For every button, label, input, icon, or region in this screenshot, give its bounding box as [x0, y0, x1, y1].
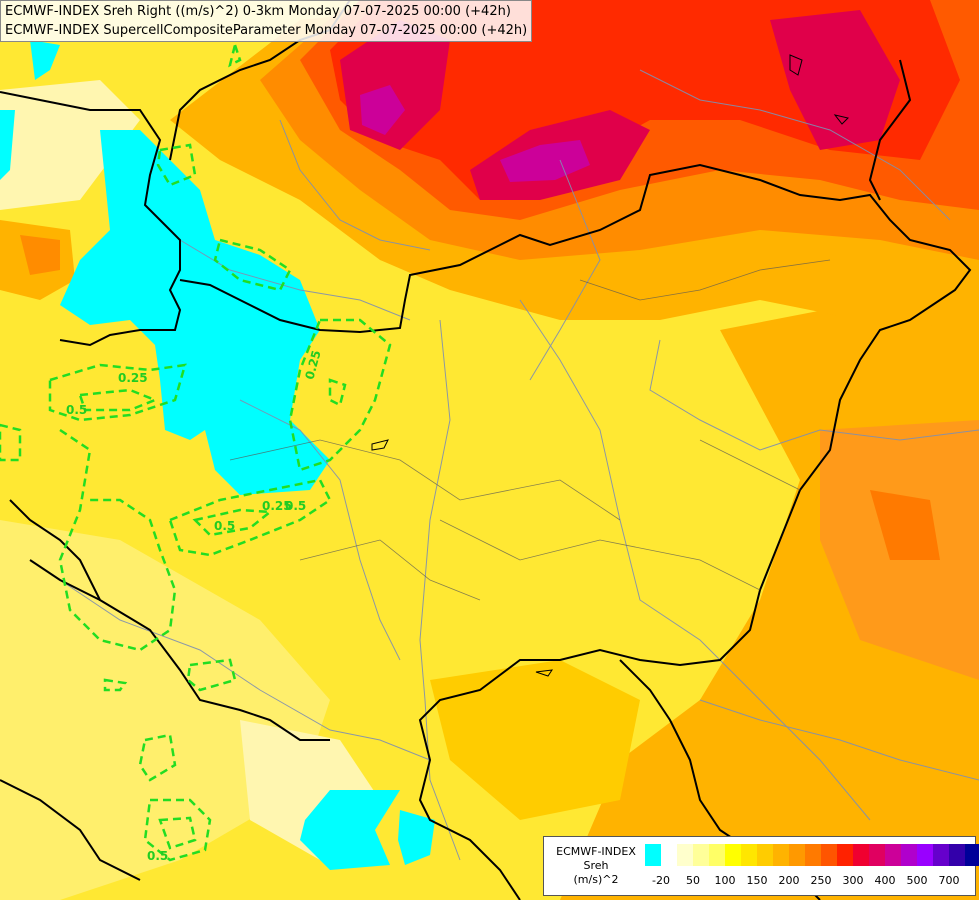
legend-swatch	[949, 844, 965, 866]
admin-borders	[229, 259, 831, 601]
legend-swatch	[757, 844, 773, 866]
sreh-magenta-area	[360, 85, 405, 135]
legend-swatch	[837, 844, 853, 866]
legend-swatch	[677, 844, 693, 866]
sreh-crimson-area	[770, 10, 900, 150]
legend-swatch	[821, 844, 837, 866]
legend-tick-label: 200	[778, 874, 800, 887]
legend-tick-label: 700	[938, 874, 960, 887]
legend-tick-label: 300	[842, 874, 864, 887]
legend-tick-label: 50	[686, 874, 700, 887]
scp-contours	[0, 40, 392, 862]
sreh-orange-area	[430, 660, 640, 820]
legend-swatch	[869, 844, 885, 866]
map-title-line-2: ECMWF-INDEX SupercellCompositeParameter …	[5, 23, 528, 38]
legend-swatch	[741, 844, 757, 866]
legend-tick-label: 400	[874, 874, 896, 887]
color-legend: ECMWF-INDEX Sreh (m/s)^2 -20 50 100 150 200 2…	[543, 836, 979, 896]
legend-swatch	[773, 844, 789, 866]
legend-title: ECMWF-INDEX Sreh (m/s)^2	[550, 845, 642, 887]
contour-label: 0.5	[285, 499, 306, 513]
legend-swatch	[965, 844, 979, 866]
legend-swatches	[645, 844, 979, 866]
legend-title-line-3: (m/s)^2	[573, 873, 619, 886]
sreh-negative-area	[30, 40, 60, 80]
legend-title-line-1: ECMWF-INDEX	[556, 845, 636, 858]
map-title-box: ECMWF-INDEX Sreh Right ((m/s)^2) 0-3km M…	[0, 0, 533, 42]
sreh-orange-area	[870, 490, 940, 560]
legend-tick-label: 250	[810, 874, 832, 887]
contour-label: 0.5	[214, 519, 235, 533]
legend-swatch	[661, 844, 677, 866]
sreh-magenta-area	[500, 140, 590, 182]
contour-label: 0.25	[262, 499, 292, 513]
legend-swatch	[885, 844, 901, 866]
legend-swatch	[901, 844, 917, 866]
legend-swatch	[645, 844, 661, 866]
rivers	[59, 69, 979, 861]
legend-ticks: -20 50 100 150 200 250 300 400 500 700	[645, 874, 973, 890]
legend-swatch	[917, 844, 933, 866]
legend-swatch	[789, 844, 805, 866]
lakes	[371, 54, 849, 677]
legend-tick-label: 100	[714, 874, 736, 887]
contour-label: 0.5	[66, 403, 87, 417]
sreh-negative-area	[398, 810, 435, 865]
legend-swatch	[805, 844, 821, 866]
map-title-line-1: ECMWF-INDEX Sreh Right ((m/s)^2) 0-3km M…	[5, 4, 511, 19]
sreh-negative-area	[0, 110, 15, 180]
sreh-negative-area	[300, 790, 400, 870]
contour-label: 0.5	[147, 849, 168, 863]
legend-title-line-2: Sreh	[583, 859, 609, 872]
legend-tick-label: -20	[652, 874, 670, 887]
legend-swatch	[725, 844, 741, 866]
legend-swatch	[693, 844, 709, 866]
legend-tick-label: 150	[746, 874, 768, 887]
sreh-negative-area	[60, 130, 330, 495]
legend-swatch	[853, 844, 869, 866]
sreh-pale-area	[0, 80, 140, 210]
legend-tick-label: 500	[906, 874, 928, 887]
legend-swatch	[709, 844, 725, 866]
contour-label: 0.25	[118, 371, 148, 385]
legend-swatch	[933, 844, 949, 866]
sreh-orange-area	[20, 235, 60, 275]
sreh-pale-area	[0, 520, 330, 900]
